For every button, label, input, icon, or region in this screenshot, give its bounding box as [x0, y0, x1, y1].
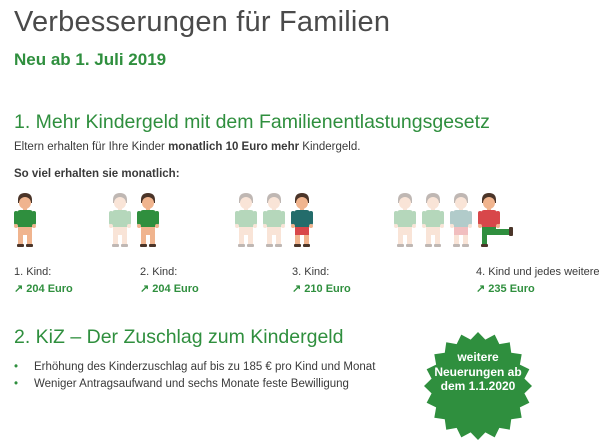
increase-arrow-icon: ↗ — [292, 283, 302, 295]
child-figure-green — [12, 191, 38, 249]
bullet-item: Weniger Antragsaufwand und sechs Monate … — [14, 376, 375, 393]
group-3-amount: ↗ 210 Euro — [292, 282, 351, 295]
increase-arrow-icon: ↗ — [14, 283, 24, 295]
group-4-amount: ↗ 235 Euro — [476, 282, 535, 295]
group-2-amount: ↗ 204 Euro — [140, 282, 199, 295]
child-figure-faded — [448, 191, 474, 249]
child-figure-green — [135, 191, 161, 249]
increase-arrow-icon: ↗ — [140, 283, 150, 295]
badge-line-1: weitere — [457, 350, 499, 364]
child-figure-faded — [392, 191, 418, 249]
child-figure-faded — [233, 191, 259, 249]
badge-line-3: dem 1.1.2020 — [440, 379, 516, 393]
amount-value: 204 Euro — [26, 283, 73, 295]
intro-text-bold: monatlich 10 Euro mehr — [168, 141, 300, 153]
section2-bullet-list: Erhöhung des Kinderzuschlag auf bis zu 1… — [14, 359, 375, 393]
section1-intro: Eltern erhalten für Ihre Kinder monatlic… — [14, 141, 360, 153]
group-4-label: 4. Kind und jedes weitere — [476, 266, 600, 278]
page-title: Verbesserungen für Familien — [14, 6, 391, 38]
badge-text: weitere Neuerungen ab dem 1.1.2020 — [424, 350, 532, 394]
child-figure-faded — [107, 191, 133, 249]
child-figure-faded — [261, 191, 287, 249]
page-subtitle: Neu ab 1. Juli 2019 — [14, 50, 167, 69]
section2-heading: 2. KiZ – Der Zuschlag zum Kindergeld — [14, 326, 344, 348]
child-figure-faded — [420, 191, 446, 249]
intro-text-end: Kindergeld. — [299, 141, 361, 153]
amount-value: 204 Euro — [152, 283, 199, 295]
group-3-label: 3. Kind: — [292, 266, 330, 278]
amount-value: 235 Euro — [488, 283, 535, 295]
bullet-item: Erhöhung des Kinderzuschlag auf bis zu 1… — [14, 359, 375, 376]
child-figure-teal — [289, 191, 315, 249]
group-1-amount: ↗ 204 Euro — [14, 282, 73, 295]
monthly-heading: So viel erhalten sie monatlich: — [14, 168, 180, 180]
child-figure-red-kicking — [476, 191, 516, 249]
intro-text-start: Eltern erhalten für Ihre Kinder — [14, 141, 169, 153]
group-1-label: 1. Kind: — [14, 266, 52, 278]
news-badge: weitere Neuerungen ab dem 1.1.2020 — [424, 332, 532, 440]
increase-arrow-icon: ↗ — [476, 283, 486, 295]
group-2-label: 2. Kind: — [140, 266, 178, 278]
section1-heading: 1. Mehr Kindergeld mit dem Familienentla… — [14, 111, 490, 133]
badge-line-2: Neuerungen ab — [434, 364, 522, 379]
amount-value: 210 Euro — [304, 283, 351, 295]
